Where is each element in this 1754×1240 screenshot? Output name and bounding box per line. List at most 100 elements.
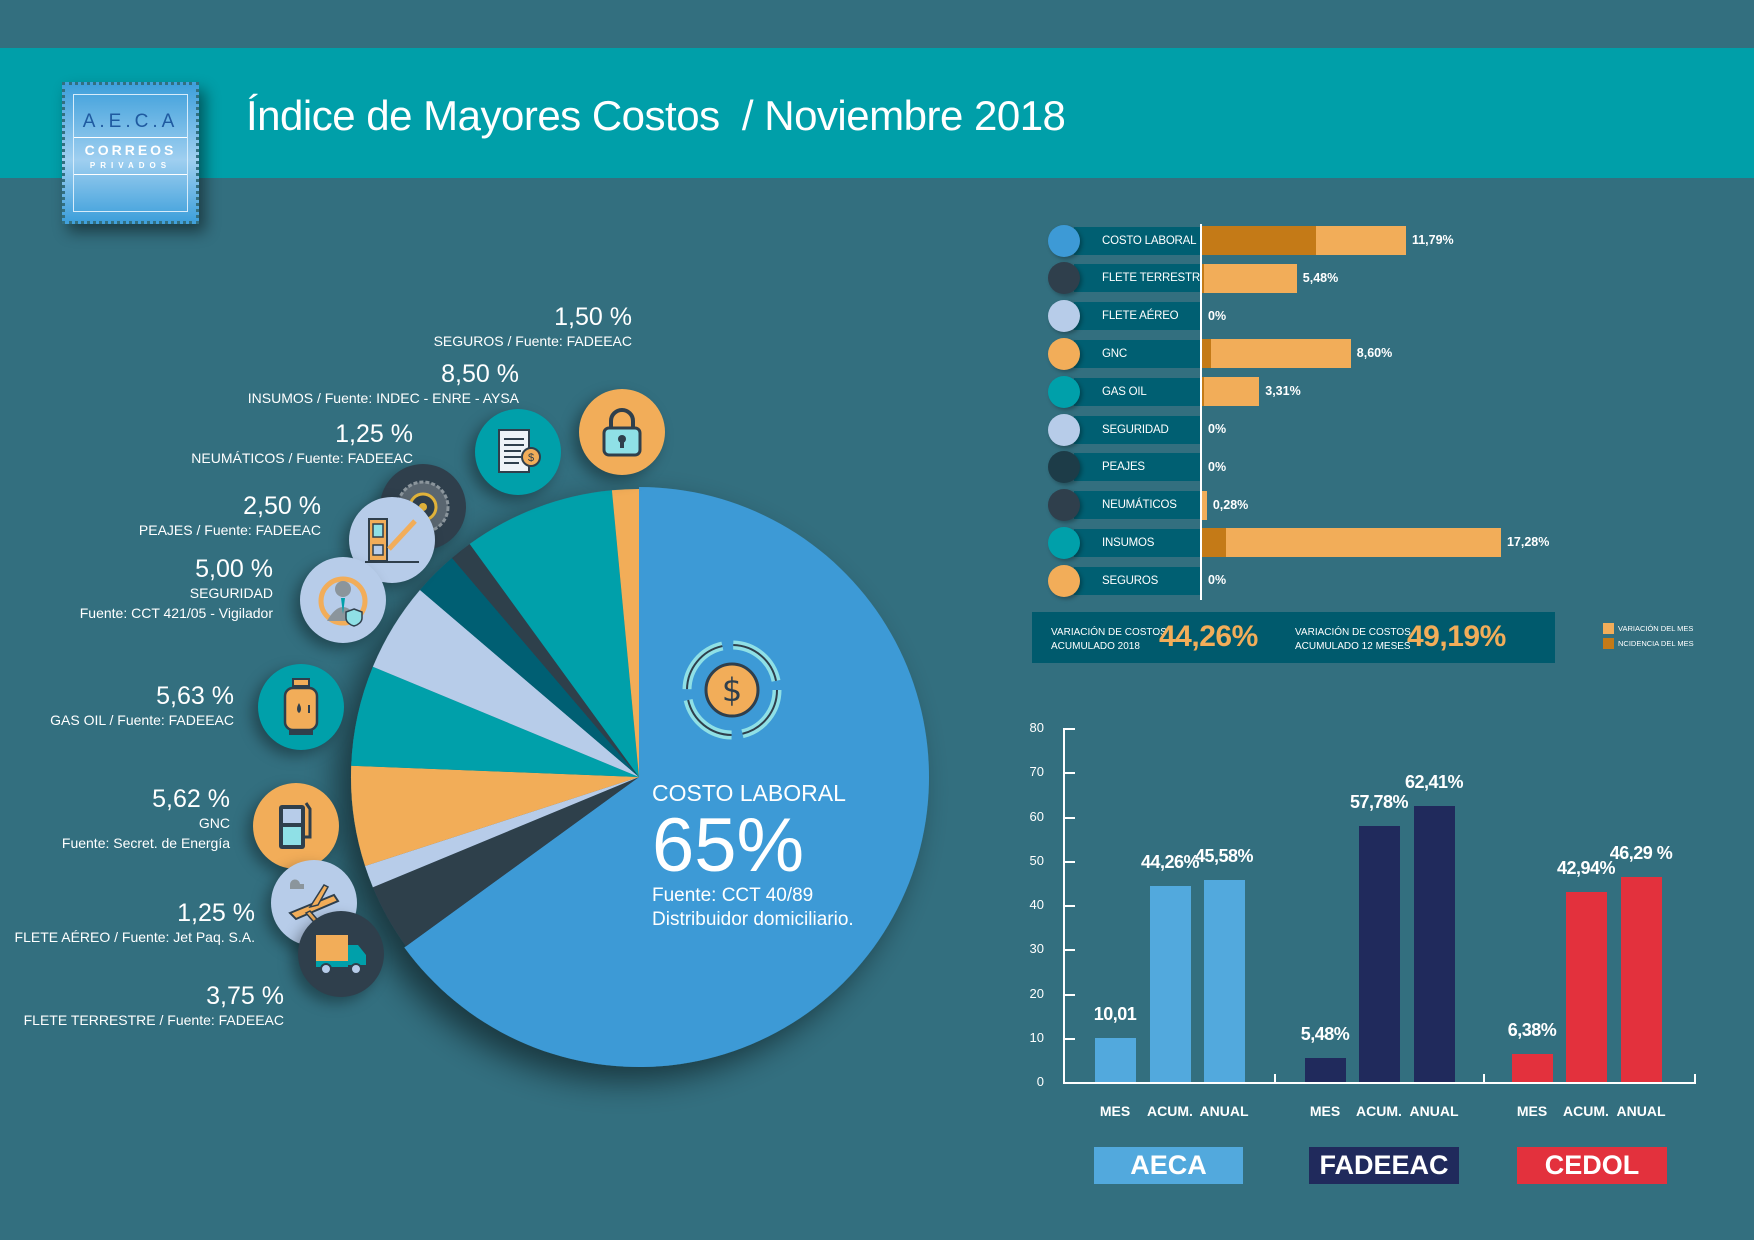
y-tick: [1063, 860, 1075, 863]
hbar-row-icon: [1048, 526, 1080, 559]
pie-slice-gas-oil: [351, 666, 639, 777]
hbar-value-label: 0%: [1208, 308, 1227, 323]
pie-label-neumaticos: 1,25 % NEUMÁTICOS / Fuente: FADEEAC: [0, 420, 413, 468]
x-category-label: MES: [1099, 1103, 1131, 1119]
pie-label-gnc: 5,62 % GNC Fuente: Secret. de Energía: [0, 785, 230, 853]
pie-label-seguros: 1,50 % SEGUROS / Fuente: FADEEAC: [192, 303, 632, 351]
hbar-category-label: COSTO LABORAL: [1102, 234, 1197, 247]
bar-value-label: 42,94%: [1556, 857, 1616, 878]
pie-caption: SEGUROS / Fuente: FADEEAC: [433, 333, 632, 349]
summary-value-12-meses: 49,19%: [1407, 620, 1506, 653]
group-separator: [1274, 1074, 1276, 1083]
hbar-value-label: 8,60%: [1356, 346, 1393, 361]
y-tick: [1063, 993, 1075, 996]
costo-laboral-source-detail: Distribuidor domiciliario.: [652, 909, 854, 930]
hbar-variacion: [1202, 528, 1501, 558]
y-tick: [1063, 772, 1075, 775]
pie-caption: FLETE AÉREO / Fuente: Jet Paq. S.A.: [14, 929, 255, 945]
x-category-label: ACUM.: [1147, 1103, 1193, 1119]
logo-line3: PRIVADOS: [89, 161, 172, 170]
hbar-row-icon: [1048, 451, 1080, 484]
legend-swatch-incidencia: [1603, 638, 1614, 649]
truck-icon: [298, 911, 384, 997]
hbar-category-label: SEGURIDAD: [1102, 423, 1169, 436]
pie-caption: GNC: [198, 815, 230, 831]
header-band: [0, 48, 1754, 178]
hbar-variacion: [1202, 490, 1207, 520]
summary-label-2018: VARIACIÓN DE COSTOS ACUMULADO 2018: [1051, 627, 1167, 652]
page-title: Índice de Mayores Costos / Noviembre 201…: [246, 92, 1066, 139]
pie-caption: GAS OIL / Fuente: FADEEAC: [50, 712, 234, 728]
hbar-value-label: 0%: [1208, 573, 1227, 588]
svg-text:$: $: [722, 671, 742, 709]
summary-value-2018: 44,26%: [1159, 620, 1258, 653]
y-tick-label: 10: [1029, 1029, 1044, 1045]
summary-box: VARIACIÓN DE COSTOS ACUMULADO 2018 44,26%…: [1032, 612, 1555, 663]
hbar-incidencia: [1202, 377, 1204, 407]
y-tick-label: 70: [1029, 764, 1044, 780]
pie-value: 5,63 %: [156, 682, 234, 710]
hbar-row-band: [1074, 415, 1201, 444]
hbar-axis: [1200, 224, 1202, 600]
x-category-label: MES: [1516, 1103, 1548, 1119]
svg-text:$: $: [528, 452, 534, 464]
hbar-value-label: 11,79%: [1411, 233, 1454, 247]
pie-slice-gnc: [351, 765, 639, 866]
bar-fadeeac-2: [1414, 805, 1455, 1082]
pie-caption: INSUMOS / Fuente: INDEC - ENRE - AYSA: [247, 390, 519, 406]
hbar-variacion: [1202, 339, 1351, 369]
pie-value: 3,75 %: [206, 982, 284, 1010]
hbar-row-band: [1074, 377, 1201, 406]
bar-cedol-1: [1566, 891, 1607, 1082]
group-separator: [1694, 1074, 1696, 1083]
y-tick-label: 30: [1029, 941, 1044, 957]
pie-slice-costo-laboral: [404, 487, 929, 1068]
hbar-variacion: [1202, 377, 1260, 407]
hbar-incidencia: [1202, 226, 1317, 255]
y-tick-label: 50: [1029, 852, 1044, 868]
hbar-value-label: 17,28%: [1506, 535, 1550, 550]
bar-value-label: 62,41%: [1404, 771, 1464, 792]
hbar-row-icon: [1048, 375, 1080, 408]
bar-value-label: 5,48%: [1300, 1023, 1350, 1044]
hbar-row-icon: [1048, 224, 1080, 257]
pie-label-seguridad: 5,00 % SEGURIDAD Fuente: CCT 421/05 - Vigi…: [0, 555, 273, 623]
pie-caption: PEAJES / Fuente: FADEEAC: [138, 522, 321, 538]
pie-value: 5,62 %: [152, 785, 230, 813]
bar-value-label: 6,38%: [1507, 1019, 1557, 1040]
pie-value: 8,50 %: [441, 360, 519, 388]
hbar-value-label: 3,31%: [1265, 384, 1301, 399]
hbar-row-band: [1074, 226, 1201, 255]
group-badge-fadeeac: FADEEAC: [1309, 1147, 1459, 1184]
pie-label-flete-terrestre: 3,75 % FLETE TERRESTRE / Fuente: FADEEAC: [0, 982, 284, 1030]
pie-value: 1,50 %: [554, 303, 632, 331]
pie-label-insumos: 8,50 % INSUMOS / Fuente: INDEC - ENRE - A…: [79, 360, 519, 408]
hbar-category-label: FLETE AÉREO: [1102, 310, 1179, 323]
legend-label-incidencia: NCIDENCIA DEL MES: [1618, 639, 1694, 648]
hbar-row-band: [1074, 566, 1201, 595]
pie-slice-flete-terrestre: [372, 777, 639, 947]
y-tick-label: 40: [1029, 897, 1044, 912]
costo-laboral-value: 65%: [652, 803, 805, 888]
logo-line2: CORREOS: [84, 142, 177, 158]
y-tick-label: 80: [1029, 720, 1044, 735]
bar-aeca-2: [1204, 880, 1245, 1082]
bar-value-label: 57,78%: [1349, 792, 1409, 813]
x-category-label: ACUM.: [1356, 1103, 1402, 1119]
hbar-category-label: GNC: [1102, 347, 1127, 360]
hbar-incidencia: [1202, 263, 1204, 293]
hbar-category-label: GAS OIL: [1102, 385, 1147, 398]
hbar-variacion: [1202, 263, 1297, 293]
y-tick: [1063, 816, 1075, 819]
hbar-row-icon: [1048, 413, 1080, 446]
bar-aeca-0: [1095, 1037, 1136, 1082]
bar-cedol-0: [1512, 1053, 1553, 1082]
gas-cylinder-icon: [258, 664, 344, 750]
pie-label-flete-aereo: 1,25 % FLETE AÉREO / Fuente: Jet Paq. S.A…: [0, 899, 255, 947]
hbar-value-label: 0%: [1208, 422, 1227, 436]
pie-caption: FLETE TERRESTRE / Fuente: FADEEAC: [23, 1012, 284, 1028]
hbar-row-icon: [1048, 489, 1080, 522]
hbar-value-label: 0,28%: [1212, 497, 1249, 512]
bar-aeca-1: [1150, 886, 1191, 1082]
